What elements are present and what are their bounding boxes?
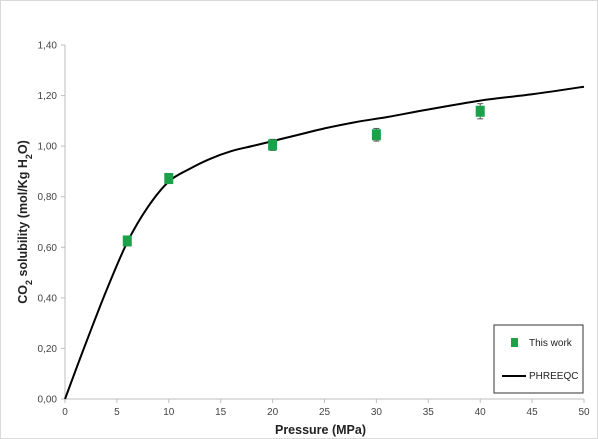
data-point-1	[164, 173, 174, 185]
y-axis-title: CO2 solubility (mol/Kg H2O)	[16, 140, 34, 304]
x-tick-label-1: 5	[114, 407, 120, 418]
x-tick-label-9: 45	[527, 407, 539, 418]
x-tick-label-7: 35	[423, 407, 435, 418]
y-tick-label-7: 1,40	[38, 41, 58, 52]
x-tick-label-5: 25	[319, 407, 331, 418]
x-tick-label-3: 15	[215, 407, 227, 418]
y-tick-label-6: 1,20	[38, 91, 58, 102]
data-point-0	[122, 235, 132, 247]
data-point-4	[475, 105, 485, 117]
legend-box	[493, 324, 584, 394]
x-tick-label-10: 50	[578, 407, 590, 418]
y-tick-label-5: 1,00	[38, 142, 58, 153]
data-point-3	[371, 129, 381, 141]
y-tick-label-0: 0,00	[38, 395, 58, 406]
x-tick-label-4: 20	[267, 407, 279, 418]
y-tick-label-2: 0,40	[38, 293, 58, 304]
legend-label-this-work: This work	[529, 338, 573, 349]
data-point-2	[268, 139, 278, 151]
x-axis-title: Pressure (MPa)	[275, 423, 366, 437]
y-tick-label-3: 0,60	[38, 243, 58, 254]
y-tick-label-1: 0,20	[38, 344, 58, 355]
legend-label-phreeqc: PHREEQC	[529, 371, 578, 382]
x-tick-label-8: 40	[475, 407, 487, 418]
y-tick-label-4: 0,80	[38, 192, 58, 203]
x-tick-label-0: 0	[62, 407, 68, 418]
legend-marker-this-work	[511, 338, 518, 347]
x-tick-label-2: 10	[163, 407, 175, 418]
x-tick-label-6: 30	[371, 407, 383, 418]
